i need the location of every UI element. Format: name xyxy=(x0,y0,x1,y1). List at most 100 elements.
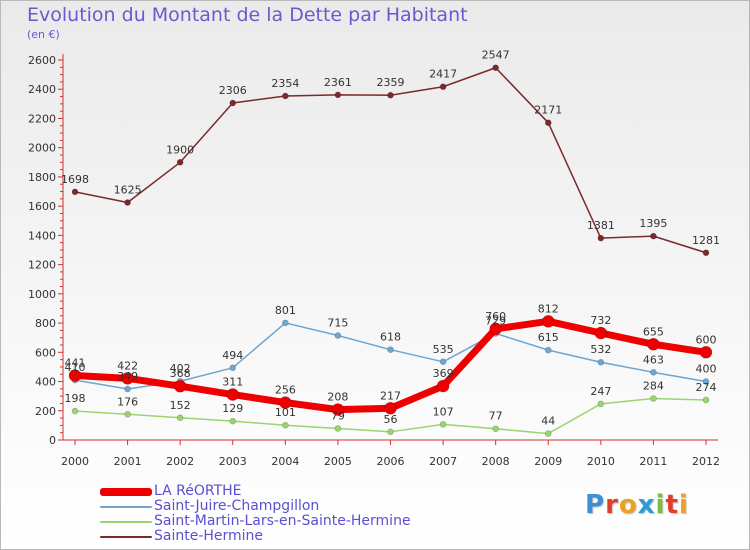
data-point xyxy=(229,99,237,107)
data-point xyxy=(334,425,342,432)
data-point xyxy=(439,421,447,428)
data-point xyxy=(68,369,82,382)
data-point xyxy=(282,319,289,327)
data-label: 368 xyxy=(170,367,191,380)
data-label: 422 xyxy=(117,359,138,372)
data-point xyxy=(71,407,79,415)
logo-letter: i xyxy=(678,490,689,520)
data-point xyxy=(124,410,131,418)
x-tick-label: 2010 xyxy=(587,455,615,468)
data-label: 812 xyxy=(538,302,559,315)
y-tick-label: 1000 xyxy=(28,288,56,301)
data-label: 2361 xyxy=(324,76,352,89)
legend-label: LA RéORTHE xyxy=(154,483,242,499)
data-point xyxy=(71,188,79,196)
data-label: 274 xyxy=(696,381,717,394)
data-label: 1900 xyxy=(166,143,194,156)
data-point xyxy=(436,379,450,393)
data-point xyxy=(173,379,187,393)
data-point xyxy=(650,232,657,240)
data-label: 729 xyxy=(485,314,506,327)
data-label: 732 xyxy=(590,314,611,327)
y-tick-label: 600 xyxy=(35,346,56,359)
data-point xyxy=(541,315,555,328)
data-label: 615 xyxy=(538,331,559,344)
y-tick-label: 0 xyxy=(49,434,56,447)
x-tick-label: 2004 xyxy=(271,455,299,468)
x-tick-label: 2001 xyxy=(114,455,142,468)
x-tick-label: 2011 xyxy=(639,455,667,468)
data-label: 618 xyxy=(380,331,401,344)
data-point xyxy=(489,322,502,336)
y-tick-label: 400 xyxy=(35,376,56,389)
data-point xyxy=(699,346,713,359)
data-point xyxy=(124,385,131,393)
y-tick-label: 1600 xyxy=(28,200,56,213)
data-label: 107 xyxy=(433,405,454,418)
data-point xyxy=(334,332,342,339)
data-label: 311 xyxy=(222,376,243,389)
data-label: 532 xyxy=(590,343,611,356)
data-point xyxy=(279,396,292,409)
x-tick-label: 2002 xyxy=(166,455,194,468)
data-label: 2547 xyxy=(482,49,510,62)
y-tick-label: 200 xyxy=(35,405,56,418)
x-tick-label: 2007 xyxy=(429,455,457,468)
y-tick-label: 2000 xyxy=(28,142,56,155)
data-point xyxy=(544,119,552,126)
logo-letter: t xyxy=(665,490,679,520)
data-label: 600 xyxy=(696,333,717,346)
data-label: 463 xyxy=(643,353,664,366)
y-tick-label: 1400 xyxy=(28,229,56,242)
data-label: 247 xyxy=(590,385,611,398)
y-tick-label: 800 xyxy=(35,317,56,330)
data-label: 152 xyxy=(170,399,191,412)
data-label: 400 xyxy=(696,363,717,376)
data-label: 217 xyxy=(380,389,401,402)
logo-letter: i xyxy=(655,490,666,520)
data-point xyxy=(597,234,605,242)
logo-letter: o xyxy=(618,490,638,520)
y-tick-label: 1800 xyxy=(28,171,56,184)
legend-label: Saint-Juire-Champgillon xyxy=(154,498,320,514)
y-tick-label: 2400 xyxy=(28,83,56,96)
data-label: 256 xyxy=(275,384,296,397)
data-label: 760 xyxy=(485,310,506,323)
data-label: 208 xyxy=(327,391,348,404)
x-tick-label: 2012 xyxy=(692,455,720,468)
y-tick-label: 1200 xyxy=(28,259,56,272)
legend-item: Sainte-Hermine xyxy=(100,529,411,544)
data-label: 441 xyxy=(65,357,86,370)
data-label: 402 xyxy=(170,362,191,375)
data-point xyxy=(492,64,499,72)
legend-swatch xyxy=(100,520,152,523)
data-point xyxy=(387,91,394,99)
data-point xyxy=(439,83,447,91)
chart-unit: (en €) xyxy=(27,28,60,41)
legend-item: LA RéORTHE xyxy=(100,484,411,499)
data-point xyxy=(702,378,710,385)
data-point xyxy=(650,395,657,402)
data-point xyxy=(702,396,710,404)
proxiti-logo: Proxiti xyxy=(585,490,689,520)
data-point xyxy=(334,91,342,99)
data-label: 1395 xyxy=(639,217,667,230)
data-label: 369 xyxy=(433,367,454,380)
logo-letter: x xyxy=(637,490,656,520)
data-point xyxy=(597,400,605,408)
data-label: 79 xyxy=(331,409,345,422)
chart-title: Evolution du Montant de la Dette par Hab… xyxy=(27,4,468,26)
legend-swatch xyxy=(100,505,152,508)
data-point xyxy=(124,199,131,206)
data-point xyxy=(702,249,710,257)
data-label: 176 xyxy=(117,395,138,408)
data-label: 1698 xyxy=(61,173,89,186)
data-point xyxy=(492,425,499,433)
data-point xyxy=(282,92,289,100)
legend-item: Saint-Juire-Champgillon xyxy=(100,499,411,514)
data-label: 2306 xyxy=(219,84,247,97)
data-point xyxy=(176,414,184,422)
data-label: 2359 xyxy=(377,76,405,89)
legend-label: Saint-Martin-Lars-en-Sainte-Hermine xyxy=(154,513,411,529)
